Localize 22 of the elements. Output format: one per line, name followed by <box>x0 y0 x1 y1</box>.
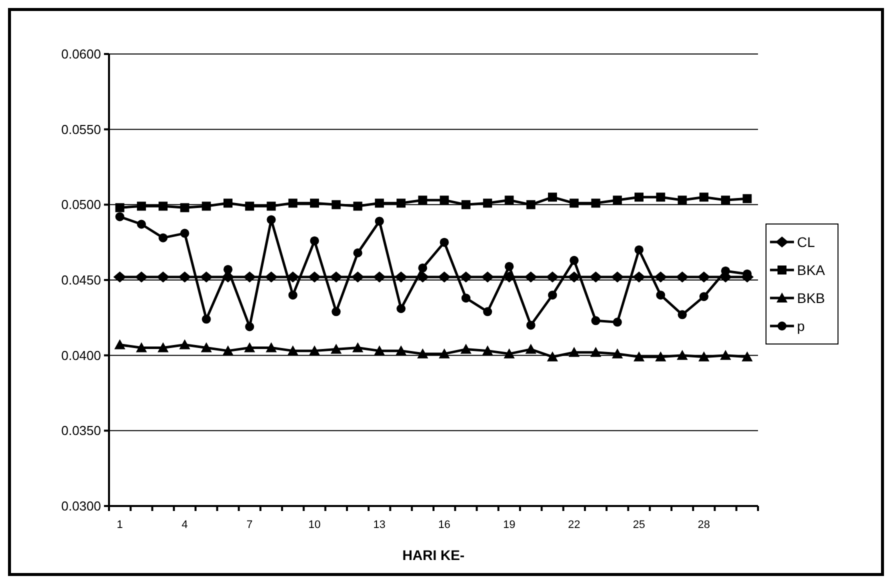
x-tick-label: 1 <box>116 519 123 531</box>
y-tick-label: 0.0600 <box>61 46 101 62</box>
x-axis-title: HARI KE- <box>402 547 465 563</box>
x-tick-label: 4 <box>182 519 188 531</box>
y-tick-label: 0.0300 <box>61 498 101 514</box>
x-tick-label: 16 <box>438 519 450 531</box>
legend-label: BKB <box>797 290 826 306</box>
x-tick-label: 28 <box>698 519 710 531</box>
x-tick-label: 19 <box>503 519 516 531</box>
y-tick-label: 0.0550 <box>61 122 101 137</box>
x-tick-label: 22 <box>568 519 580 531</box>
x-tick-label: 25 <box>632 519 646 531</box>
x-tick-label: 7 <box>246 519 253 531</box>
y-tick-label: 0.0500 <box>61 197 101 212</box>
y-tick-label: 0.0400 <box>61 348 101 363</box>
y-tick-label: 0.0450 <box>61 272 101 288</box>
y-tick-label: 0.0350 <box>61 423 101 438</box>
legend-label: p <box>797 318 805 334</box>
legend-label: CL <box>797 234 816 250</box>
x-tick-label: 10 <box>308 519 321 531</box>
x-tick-label: 13 <box>373 519 386 531</box>
legend-label: BKA <box>797 262 826 278</box>
